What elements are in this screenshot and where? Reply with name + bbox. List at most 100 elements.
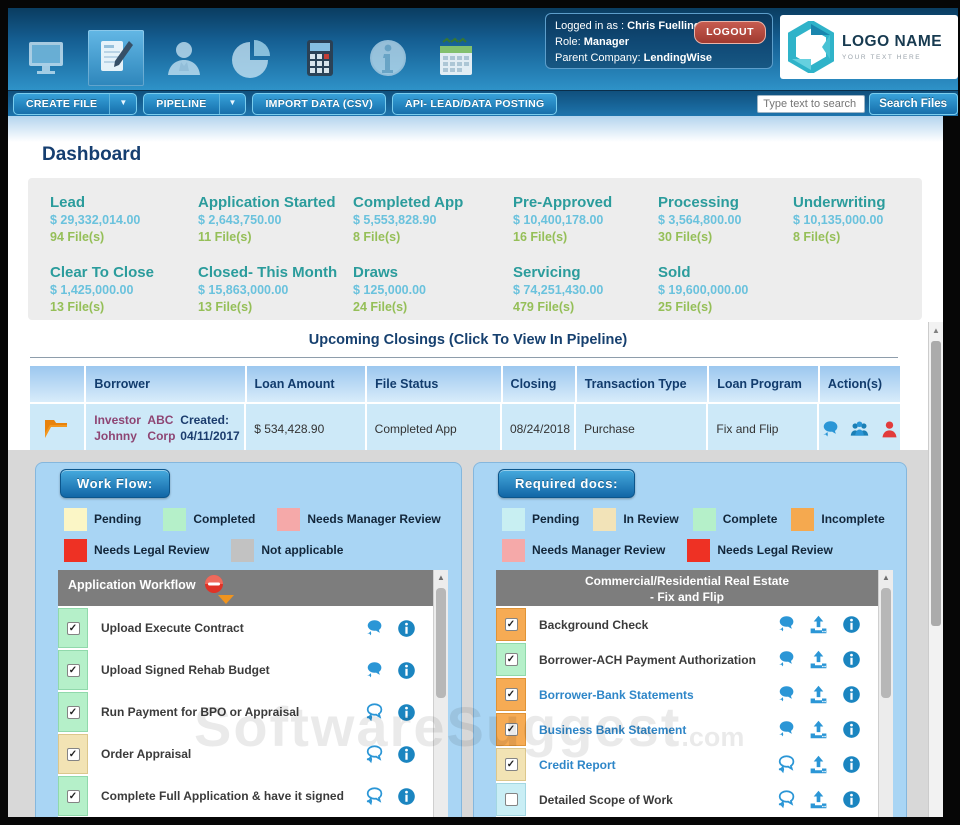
chevron-down-icon[interactable]: ▼: [218, 93, 246, 114]
sort-triangle-icon[interactable]: [218, 595, 234, 604]
item-checkbox[interactable]: [504, 618, 518, 631]
doc-item-label[interactable]: Credit Report: [539, 757, 616, 772]
stat-block[interactable]: Sold $ 19,600,000.00 25 File(s): [658, 264, 749, 314]
document-edit-icon[interactable]: [88, 30, 144, 86]
doc-item-label[interactable]: Borrower-Bank Statements: [539, 687, 694, 702]
stat-block[interactable]: Completed App $ 5,553,828.90 8 File(s): [353, 194, 464, 244]
chat-icon[interactable]: [363, 786, 384, 807]
status-cell[interactable]: [58, 608, 88, 648]
status-cell[interactable]: [58, 776, 88, 816]
stat-block[interactable]: Servicing $ 74,251,430.00 479 File(s): [513, 264, 604, 314]
item-checkbox[interactable]: [504, 688, 518, 701]
search-input[interactable]: [757, 94, 866, 113]
info-icon[interactable]: [841, 719, 862, 740]
stat-block[interactable]: Processing $ 3,564,800.00 30 File(s): [658, 194, 742, 244]
calculator-icon[interactable]: [292, 30, 348, 86]
stat-block[interactable]: Draws $ 125,000.00 24 File(s): [353, 264, 426, 314]
item-checkbox[interactable]: [66, 621, 80, 635]
status-cell[interactable]: [496, 783, 526, 816]
scrollbar-thumb[interactable]: [881, 588, 891, 698]
logout-button[interactable]: LOGOUT: [694, 21, 766, 45]
info-icon[interactable]: [396, 618, 417, 639]
workflow-panel-title[interactable]: Work Flow:: [60, 469, 170, 498]
stat-block[interactable]: Closed- This Month $ 15,863,000.00 13 Fi…: [198, 264, 338, 314]
item-checkbox[interactable]: [66, 705, 80, 719]
chat-icon[interactable]: [775, 614, 796, 635]
upload-icon[interactable]: [808, 614, 829, 635]
chat-icon[interactable]: [363, 744, 384, 765]
scroll-up-icon[interactable]: ▲: [932, 326, 940, 335]
info-icon[interactable]: [841, 789, 862, 810]
info-icon[interactable]: [396, 702, 417, 723]
item-checkbox[interactable]: [66, 663, 80, 677]
info-icon[interactable]: [841, 754, 862, 775]
chat-icon[interactable]: [775, 649, 796, 670]
info-icon[interactable]: [360, 30, 416, 86]
upload-icon[interactable]: [808, 754, 829, 775]
search-files-button[interactable]: Search Files: [869, 92, 958, 115]
status-cell[interactable]: [496, 608, 526, 641]
status-cell[interactable]: [496, 748, 526, 781]
status-cell[interactable]: [496, 643, 526, 676]
chat-icon[interactable]: [775, 789, 796, 810]
scrollbar-thumb[interactable]: [436, 588, 446, 698]
upload-icon[interactable]: [808, 684, 829, 705]
scroll-up-icon[interactable]: ▲: [437, 573, 445, 582]
doc-item-label[interactable]: Borrower-ACH Payment Authorization: [539, 652, 756, 667]
chevron-down-icon[interactable]: ▼: [109, 93, 136, 114]
collapse-minus-icon[interactable]: [204, 574, 224, 594]
page-scrollbar[interactable]: ▲: [928, 322, 943, 817]
chat-icon[interactable]: [363, 660, 384, 681]
upload-icon[interactable]: [808, 719, 829, 740]
pipeline-button[interactable]: PIPELINE ▼: [143, 92, 247, 115]
stat-block[interactable]: Pre-Approved $ 10,400,178.00 16 File(s): [513, 194, 613, 244]
user-icon[interactable]: [156, 30, 212, 86]
status-cell[interactable]: [496, 678, 526, 711]
create-file-button[interactable]: CREATE FILE ▼: [13, 92, 138, 115]
item-checkbox[interactable]: [504, 793, 518, 806]
chat-icon[interactable]: [363, 702, 384, 723]
info-icon[interactable]: [841, 684, 862, 705]
info-icon[interactable]: [396, 660, 417, 681]
scroll-up-icon[interactable]: ▲: [882, 573, 890, 582]
info-icon[interactable]: [396, 786, 417, 807]
api-posting-button[interactable]: API- LEAD/DATA POSTING: [392, 92, 558, 115]
calendar-icon[interactable]: [428, 30, 484, 86]
info-icon[interactable]: [841, 649, 862, 670]
info-icon[interactable]: [841, 614, 862, 635]
comments-icon[interactable]: [819, 419, 840, 440]
item-checkbox[interactable]: [504, 723, 518, 736]
stat-block[interactable]: Application Started $ 2,643,750.00 11 Fi…: [198, 194, 336, 244]
borrower-person-icon[interactable]: [879, 419, 900, 440]
info-icon[interactable]: [396, 744, 417, 765]
chat-icon[interactable]: [363, 618, 384, 639]
closings-table-row[interactable]: Investor Johnny ABC Corp Created: 04/11/…: [30, 404, 900, 454]
doc-item-label[interactable]: Detailed Scope of Work: [539, 792, 673, 807]
chat-icon[interactable]: [775, 719, 796, 740]
chat-icon[interactable]: [775, 754, 796, 775]
item-checkbox[interactable]: [504, 758, 518, 771]
stat-block[interactable]: Lead $ 29,332,014.00 94 File(s): [50, 194, 141, 244]
chat-icon[interactable]: [775, 684, 796, 705]
contacts-group-icon[interactable]: [849, 419, 870, 440]
pie-chart-icon[interactable]: [224, 30, 280, 86]
scrollbar-thumb[interactable]: [931, 341, 941, 626]
doc-item-label[interactable]: Business Bank Statement: [539, 722, 687, 737]
required-docs-panel-title[interactable]: Required docs:: [498, 469, 636, 498]
item-checkbox[interactable]: [504, 653, 518, 666]
stat-block[interactable]: Underwriting $ 10,135,000.00 8 File(s): [793, 194, 886, 244]
status-cell[interactable]: [58, 734, 88, 774]
item-checkbox[interactable]: [66, 747, 80, 761]
upload-icon[interactable]: [808, 789, 829, 810]
item-checkbox[interactable]: [66, 789, 80, 803]
monitor-icon[interactable]: [20, 30, 76, 86]
borrower-cell[interactable]: Investor Johnny ABC Corp Created: 04/11/…: [86, 404, 245, 454]
status-cell[interactable]: [58, 650, 88, 690]
docs-list-scrollbar[interactable]: ▲: [878, 570, 893, 817]
doc-item-label[interactable]: Background Check: [539, 617, 649, 632]
upload-icon[interactable]: [808, 649, 829, 670]
status-cell[interactable]: [496, 713, 526, 746]
import-data-button[interactable]: IMPORT DATA (CSV): [252, 92, 387, 115]
status-cell[interactable]: [58, 692, 88, 732]
stat-block[interactable]: Clear To Close $ 1,425,000.00 13 File(s): [50, 264, 154, 314]
